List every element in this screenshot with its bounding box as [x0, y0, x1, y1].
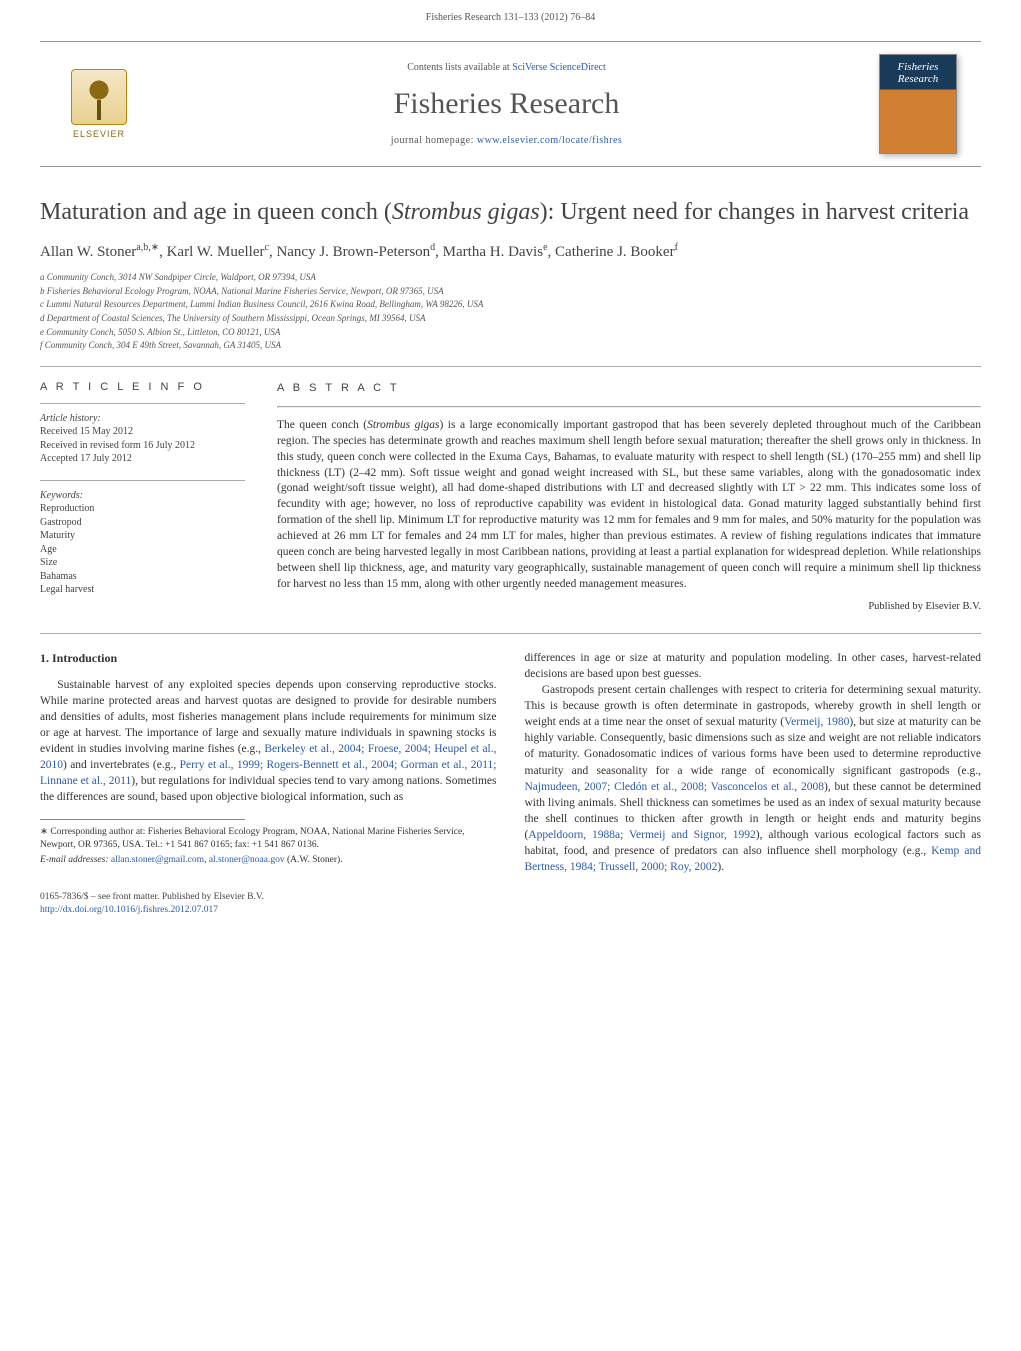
doi-link[interactable]: http://dx.doi.org/10.1016/j.fishres.2012… [40, 905, 218, 915]
affil-c: c Lummi Natural Resources Department, Lu… [40, 298, 981, 311]
journal-home: journal homepage: www.elsevier.com/locat… [134, 135, 879, 146]
title-part-a: Maturation and age in queen conch ( [40, 199, 392, 225]
keywords-block: Keywords: Reproduction Gastropod Maturit… [40, 489, 245, 597]
info-rule-1 [40, 403, 245, 404]
journal-name: Fisheries Research [134, 87, 879, 121]
intro-p1-cont: differences in age or size at maturity a… [525, 650, 982, 682]
p1b: ) and invertebrates (e.g., [63, 759, 180, 771]
author-4: , Martha H. Davis [435, 244, 543, 260]
revised: Received in revised form 16 July 2012 [40, 439, 245, 453]
cite-4[interactable]: Najmudeen, 2007; Cledón et al., 2008; Va… [525, 781, 825, 793]
cite-5[interactable]: Appeldoorn, 1988a; Vermeij and Signor, 1… [528, 829, 755, 841]
publisher-line: Published by Elsevier B.V. [277, 600, 981, 614]
body-columns: 1. Introduction Sustainable harvest of a… [40, 650, 981, 875]
footnote-separator [40, 819, 245, 820]
history-label: Article history: [40, 412, 245, 426]
kw-3: Age [40, 543, 245, 557]
journal-home-link[interactable]: www.elsevier.com/locate/fishres [477, 135, 622, 146]
author-5: , Catherine J. Booker [548, 244, 675, 260]
keywords-list: Reproduction Gastropod Maturity Age Size… [40, 502, 245, 597]
corresponding-author: ∗ Corresponding author at: Fisheries Beh… [40, 826, 497, 852]
section-1-heading: 1. Introduction [40, 650, 497, 667]
running-header: Fisheries Research 131–133 (2012) 76–84 [0, 0, 1021, 41]
info-abstract-row: A R T I C L E I N F O Article history: R… [40, 381, 981, 615]
abstract: A B S T R A C T The queen conch (Strombu… [277, 381, 981, 615]
accepted: Accepted 17 July 2012 [40, 452, 245, 466]
email-line: E-mail addresses: allan.stoner@gmail.com… [40, 854, 497, 867]
title-part-b: ): Urgent need for changes in harvest cr… [540, 199, 969, 225]
author-3: , Nancy J. Brown-Peterson [269, 244, 430, 260]
title-species: Strombus gigas [392, 199, 540, 225]
article-info: A R T I C L E I N F O Article history: R… [40, 381, 245, 615]
author-5-aff: f [675, 242, 678, 253]
masthead-center: Contents lists available at SciVerse Sci… [134, 62, 879, 146]
author-list: Allan W. Stonera,b,∗, Karl W. Muellerc, … [40, 242, 981, 261]
article-info-heading: A R T I C L E I N F O [40, 381, 245, 393]
affil-a: a Community Conch, 3014 NW Sandpiper Cir… [40, 271, 981, 284]
affil-e: e Community Conch, 5050 S. Albion St., L… [40, 326, 981, 339]
abs-a: The queen conch ( [277, 419, 367, 431]
email-2[interactable]: al.stoner@noaa.gov [209, 855, 285, 865]
article-title: Maturation and age in queen conch (Strom… [40, 197, 981, 228]
cite-3[interactable]: Vermeij, 1980 [784, 716, 849, 728]
kw-2: Maturity [40, 529, 245, 543]
affiliations: a Community Conch, 3014 NW Sandpiper Cir… [40, 271, 981, 352]
kw-1: Gastropod [40, 516, 245, 530]
p1d: differences in age or size at maturity a… [525, 652, 982, 680]
home-prefix: journal homepage: [391, 135, 477, 146]
kw-4: Size [40, 556, 245, 570]
author-2: , Karl W. Mueller [159, 244, 264, 260]
email-tail: (A.W. Stoner). [285, 855, 343, 865]
front-matter-line: 0165-7836/$ – see front matter. Publishe… [40, 891, 981, 904]
journal-cover-thumb: Fisheries Research [879, 54, 957, 154]
affil-d: d Department of Coastal Sciences, The Un… [40, 312, 981, 325]
email-1[interactable]: allan.stoner@gmail.com [111, 855, 204, 865]
intro-p2: Gastropods present certain challenges wi… [525, 682, 982, 875]
p2e: ). [717, 861, 724, 873]
contents-prefix: Contents lists available at [407, 62, 512, 73]
keywords-label: Keywords: [40, 489, 245, 503]
scidirect-link[interactable]: SciVerse ScienceDirect [512, 62, 606, 73]
author-1: Allan W. Stoner [40, 244, 136, 260]
abstract-heading: A B S T R A C T [277, 381, 981, 396]
cover-title: Fisheries Research [880, 61, 956, 85]
info-rule-2 [40, 480, 245, 481]
abs-species: Strombus gigas [367, 419, 439, 431]
intro-p1: Sustainable harvest of any exploited spe… [40, 677, 497, 806]
rule-top [40, 366, 981, 367]
elsevier-tree-icon [71, 69, 127, 125]
affil-b: b Fisheries Behavioral Ecology Program, … [40, 285, 981, 298]
kw-5: Bahamas [40, 570, 245, 584]
publisher-logo: ELSEVIER [64, 62, 134, 147]
masthead: ELSEVIER Contents lists available at Sci… [40, 41, 981, 167]
contents-line: Contents lists available at SciVerse Sci… [134, 62, 879, 73]
affil-f: f Community Conch, 304 E 49th Street, Sa… [40, 339, 981, 352]
kw-6: Legal harvest [40, 583, 245, 597]
footnotes: ∗ Corresponding author at: Fisheries Beh… [40, 826, 497, 866]
email-label: E-mail addresses: [40, 855, 109, 865]
abstract-text: The queen conch (Strombus gigas) is a la… [277, 418, 981, 592]
rule-bottom [40, 633, 981, 634]
abstract-rule [277, 406, 981, 408]
abs-b: ) is a large economically important gast… [277, 419, 981, 590]
author-1-aff: a,b,∗ [136, 242, 159, 253]
page-footer: 0165-7836/$ – see front matter. Publishe… [40, 891, 981, 917]
received: Received 15 May 2012 [40, 425, 245, 439]
publisher-name: ELSEVIER [73, 129, 125, 139]
kw-0: Reproduction [40, 502, 245, 516]
history-block: Article history: Received 15 May 2012 Re… [40, 412, 245, 466]
